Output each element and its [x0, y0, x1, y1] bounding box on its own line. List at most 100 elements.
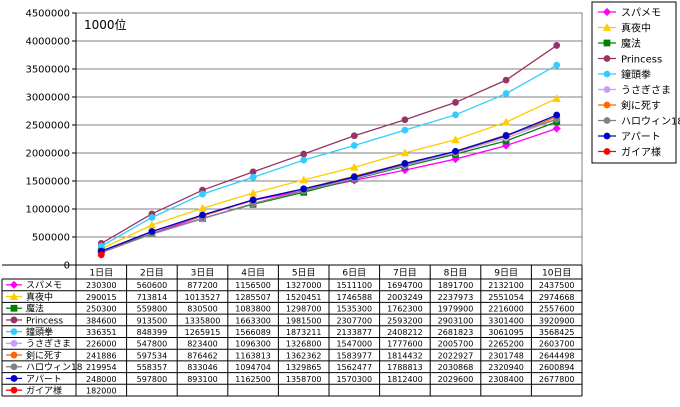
data-point	[350, 132, 358, 140]
y-tick-label: 1000000	[25, 205, 70, 216]
table-cell-value: 1583977	[336, 351, 372, 360]
table-legend-marker	[9, 280, 19, 289]
x-tick-label: 7日目	[393, 268, 417, 279]
table-cell-value: 1570300	[336, 375, 372, 384]
legend-item: 魔法	[598, 37, 641, 50]
data-point	[300, 185, 308, 193]
table-cell-value: 336351	[86, 328, 117, 337]
table-cell-value: 830500	[187, 305, 218, 314]
table-cell-value: 1013527	[185, 293, 221, 302]
series-鐘頭拳	[97, 61, 561, 250]
table-legend-marker	[10, 328, 18, 336]
table-cell-value: 1329865	[286, 363, 322, 372]
table-cell-value: 219954	[86, 363, 117, 372]
series-真夜中	[97, 94, 561, 253]
table-cell-value: 547800	[137, 340, 168, 349]
data-point	[501, 117, 511, 126]
table-cell-value: 2216000	[488, 305, 524, 314]
table-cell-value: 1094704	[235, 363, 271, 372]
legend-label: アパート	[621, 131, 661, 143]
table-cell-value: 2030868	[438, 363, 474, 372]
table-cell-value: 1788813	[387, 363, 423, 372]
legend-item: うさぎさま	[598, 83, 671, 96]
x-tick-label: 8日目	[444, 268, 468, 279]
table-cell-value: 1298700	[286, 305, 322, 314]
y-tick-label: 4000000	[25, 37, 70, 48]
table-cell-value: 1547000	[336, 340, 372, 349]
table-cell-value: 1265915	[185, 328, 221, 337]
y-tick-label: 0	[64, 261, 70, 272]
table-cell-value: 2265200	[488, 340, 524, 349]
data-point	[400, 148, 410, 157]
table-cell-value: 2029600	[438, 375, 474, 384]
table-cell-value: 713814	[137, 293, 168, 302]
legend-item: Princess	[598, 54, 662, 65]
table-cell-value: 2237973	[438, 293, 474, 302]
table-legend-marker	[10, 339, 18, 347]
table-legend-marker	[9, 292, 19, 300]
table-cell-value: 1335800	[185, 316, 221, 325]
table-series-label: 魔法	[26, 303, 44, 315]
data-point	[300, 156, 308, 164]
table-cell-value: 182000	[86, 386, 117, 395]
data-point	[452, 99, 459, 106]
data-point	[451, 135, 460, 144]
x-tick-label: 5日目	[292, 268, 316, 279]
table-cell-value: 876462	[187, 351, 218, 360]
table-cell-value: 1873211	[286, 328, 322, 337]
legend-marker	[603, 86, 611, 93]
legend-marker	[603, 39, 611, 47]
legend-label: ハロウィン18	[621, 115, 680, 127]
data-point	[148, 228, 156, 235]
data-point	[148, 214, 156, 221]
table-cell-value: 1891700	[438, 281, 474, 290]
table-cell-value: 1814432	[387, 351, 423, 360]
table-cell-value: 1156500	[235, 281, 271, 290]
table-cell-value: 1812400	[387, 375, 423, 384]
legend-item: スパメモ	[598, 7, 661, 19]
table-series-label: 鐘頭拳	[26, 326, 53, 338]
y-tick-label: 2500000	[25, 121, 70, 132]
table-series-label: スパメモ	[26, 280, 62, 291]
data-point	[147, 220, 157, 229]
table-cell-value: 2003249	[387, 293, 423, 302]
legend-item: アパート	[598, 131, 661, 143]
table-cell-value: 1083800	[235, 305, 271, 314]
table-cell-value: 1979900	[438, 305, 474, 314]
legend-marker	[603, 117, 611, 124]
legend-item: ハロウィン18	[598, 115, 680, 127]
legend-label: 剣に死す	[621, 100, 661, 112]
table-cell-value: 250300	[86, 305, 117, 314]
data-point	[198, 203, 207, 212]
table-cell-value: 1520451	[286, 293, 322, 302]
data-point	[300, 150, 308, 158]
legend-marker	[603, 101, 611, 109]
data-point	[350, 173, 358, 181]
series-line	[100, 44, 558, 245]
data-point	[248, 188, 258, 197]
legend-marker	[602, 7, 612, 17]
table-cell-value: 1777600	[387, 340, 423, 349]
table-cell-value: 241886	[86, 351, 117, 360]
table-series-label: アパート	[26, 374, 62, 385]
table-legend-marker	[10, 375, 18, 382]
table-cell-value: 1096300	[235, 340, 271, 349]
data-point	[299, 175, 308, 184]
table-cell-value: 2603700	[539, 340, 575, 349]
table-cell-value: 2677800	[539, 375, 575, 384]
table-cell-value: 1358700	[286, 375, 322, 384]
table-cell-value: 2557600	[539, 305, 575, 314]
table-cell-value: 1285507	[235, 293, 271, 302]
table-series-label: 真夜中	[26, 291, 53, 303]
data-point	[553, 42, 561, 49]
legend-label: 魔法	[621, 37, 641, 50]
data-point	[199, 211, 206, 219]
table-series-label: ガイア様	[26, 384, 62, 396]
table-cell-value: 1746588	[336, 293, 372, 302]
table-cell-value: 290015	[86, 293, 117, 302]
table-cell-value: 248000	[86, 375, 117, 384]
table-cell-value: 1511100	[336, 281, 372, 290]
table-cell-value: 3920900	[539, 316, 575, 325]
data-point	[97, 251, 105, 259]
